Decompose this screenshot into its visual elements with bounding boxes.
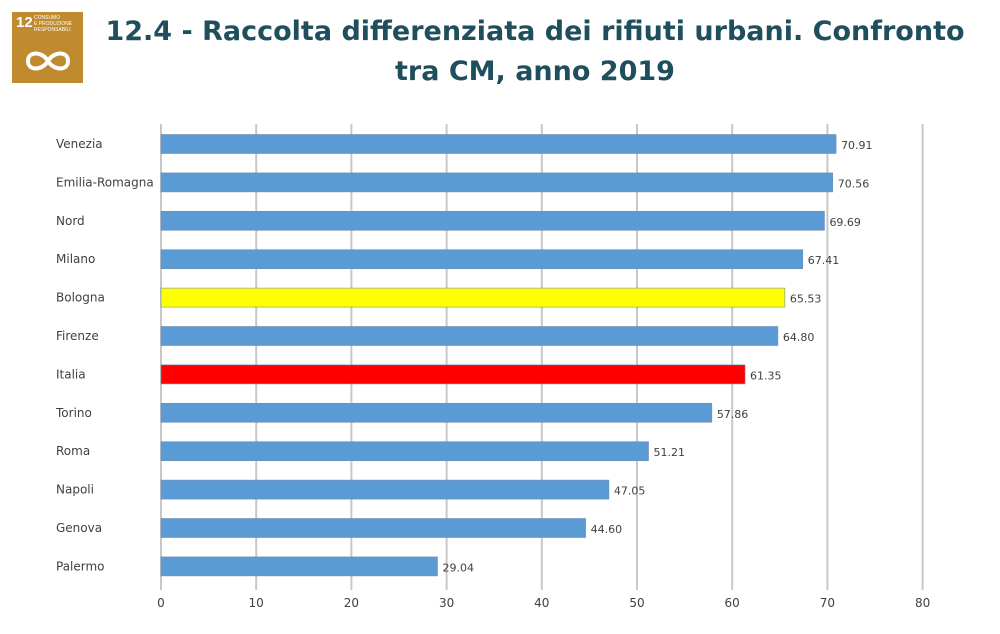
chart-title-line: 12.4 - Raccolta differenziata dei rifiut…: [105, 16, 965, 47]
value-label: 70.91: [841, 139, 873, 152]
value-label: 44.60: [591, 523, 623, 536]
category-label: Italia: [56, 367, 86, 381]
value-label: 69.69: [829, 216, 861, 229]
category-label: Torino: [55, 406, 92, 420]
category-label: Emilia-Romagna: [56, 175, 154, 189]
sdg-goal-text-line: RESPONSABILI: [34, 27, 71, 33]
chart-title-line: tra CM, anno 2019: [395, 56, 675, 87]
x-tick-label: 30: [439, 596, 454, 610]
value-label: 61.35: [750, 369, 782, 382]
category-label: Napoli: [56, 483, 94, 497]
sdg12-logo: 12 CONSUMO E PRODUZIONE RESPONSABILI: [12, 12, 83, 83]
value-label: 47.05: [614, 485, 646, 498]
x-tick-label: 20: [344, 596, 359, 610]
sdg-goal-text-line: E PRODUZIONE: [34, 21, 73, 27]
bar: [160, 287, 786, 308]
value-labels: 70.91 70.56 69.69 67.41 65.53 64.80 61.35 57.86…: [442, 139, 872, 574]
value-label: 57.86: [717, 408, 749, 421]
value-label: 65.53: [790, 293, 822, 306]
sdg-number: 12: [16, 14, 33, 31]
category-label: Genova: [56, 521, 102, 535]
bar: [160, 249, 804, 269]
bar: [160, 556, 438, 577]
category-label: Roma: [56, 444, 90, 458]
x-tick-label: 50: [629, 596, 644, 610]
bar: [160, 402, 713, 423]
bar: [160, 211, 825, 231]
bar: [160, 134, 837, 154]
category-label: Bologna: [56, 291, 105, 305]
gridlines: [160, 124, 924, 590]
x-tick-label: 0: [157, 596, 165, 610]
value-label: 51.21: [654, 446, 686, 459]
bar: [160, 326, 779, 346]
x-tick-label: 10: [249, 596, 264, 610]
category-label: Nord: [56, 214, 85, 228]
bar: [160, 479, 610, 500]
x-tick-label: 80: [915, 596, 930, 610]
chart-title: 12.4 - Raccolta differenziata dei rifiut…: [95, 12, 975, 92]
sdg-goal-text: CONSUMO E PRODUZIONE RESPONSABILI: [34, 15, 72, 33]
value-label: 64.80: [783, 331, 815, 344]
category-label: Firenze: [56, 329, 99, 343]
bar: [160, 172, 834, 193]
bar: [160, 364, 746, 385]
x-axis-ticks: 0 10 20 30 40 50 60 70 80: [157, 596, 930, 610]
value-label: 70.56: [838, 177, 870, 190]
x-tick-label: 70: [820, 596, 835, 610]
infinity-icon: [25, 51, 71, 71]
category-label: Palermo: [56, 559, 105, 573]
category-label: Milano: [56, 252, 95, 266]
value-label: 67.41: [808, 254, 840, 267]
sdg-goal-text-line: CONSUMO: [34, 15, 61, 21]
bar: [160, 518, 586, 538]
category-labels: Venezia Emilia-Romagna Nord Milano Bologna Fi…: [55, 137, 154, 573]
x-tick-label: 60: [725, 596, 740, 610]
bars: [160, 134, 837, 577]
bar: [160, 441, 649, 462]
x-tick-label: 40: [534, 596, 549, 610]
category-label: Venezia: [56, 137, 103, 151]
value-label: 29.04: [442, 561, 474, 574]
